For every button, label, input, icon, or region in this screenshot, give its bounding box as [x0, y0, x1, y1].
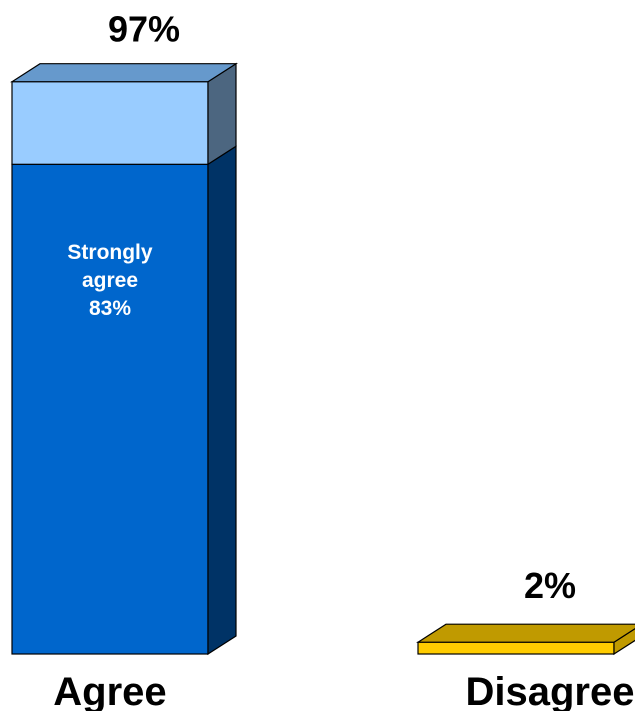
bar-agree-segment-1: [11, 81, 209, 165]
bar-agree-segment-0: [11, 163, 209, 655]
bar-disagree-top: [415, 623, 635, 643]
segment-label-line-1: agree: [82, 269, 138, 292]
bar-agree-top: [9, 63, 239, 83]
category-label-agree: Agree: [53, 670, 166, 711]
segment-label-line-0: Strongly: [67, 241, 152, 264]
bar-disagree-segment-0-side: [613, 627, 635, 656]
total-label-agree: 97%: [108, 9, 180, 50]
segment-label-line-2: 83%: [89, 297, 131, 320]
total-label-disagree: 2%: [524, 565, 576, 606]
bar-disagree-segment-0: [417, 641, 615, 655]
bar-agree-segment-0-side: [207, 145, 237, 656]
category-label-disagree: Disagree: [466, 670, 635, 711]
